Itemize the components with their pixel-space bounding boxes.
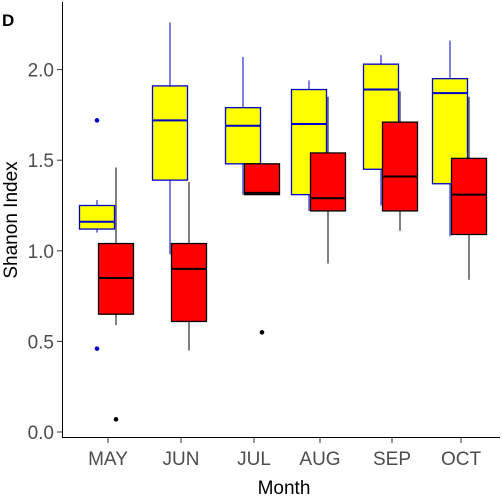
x-tick-label: JUL (237, 449, 271, 470)
outlier-point (259, 330, 265, 335)
box-oct-red (450, 96, 488, 280)
box-iqr (151, 85, 189, 181)
box-sep-red (381, 91, 419, 231)
box-iqr (381, 121, 419, 212)
x-axis-ticks: MAY JUN JUL AUG SEP OCT (88, 437, 482, 470)
box-iqr (78, 204, 116, 230)
box-iqr (290, 88, 328, 196)
panel-label: D (2, 11, 14, 30)
outlier-point (94, 346, 100, 351)
box-aug-red (309, 96, 347, 264)
x-tick-label: MAY (88, 449, 128, 470)
x-tick-label: SEP (373, 449, 411, 470)
box-jun-yellow (151, 22, 189, 255)
y-tick-label: 2.0 (28, 61, 54, 82)
x-tick-label: OCT (441, 449, 482, 470)
box-jul-red (243, 163, 281, 335)
box-iqr (224, 107, 262, 165)
box-jun-red (170, 181, 208, 351)
x-axis-title: Month (258, 478, 311, 496)
outlier-point (94, 118, 100, 123)
y-tick-label: 1.0 (28, 242, 54, 263)
y-tick-label: 1.5 (28, 151, 54, 172)
box-may-red (97, 167, 135, 422)
y-axis-ticks: 0.0 0.5 1.0 1.5 2.0 (28, 61, 63, 444)
box-iqr (243, 163, 281, 196)
outlier-point (113, 417, 119, 422)
box-jul-yellow (224, 56, 262, 195)
x-tick-label: AUG (299, 449, 340, 470)
x-tick-label: JUN (163, 449, 200, 470)
box-series (78, 22, 488, 422)
box-iqr (170, 242, 208, 323)
box-iqr (450, 157, 488, 236)
box-iqr (309, 152, 347, 212)
box-may-yellow (78, 118, 116, 351)
y-tick-label: 0.0 (28, 423, 54, 444)
box-aug-yellow (290, 80, 328, 211)
y-axis-title: Shanon Index (1, 161, 22, 279)
y-tick-label: 0.5 (28, 332, 54, 353)
